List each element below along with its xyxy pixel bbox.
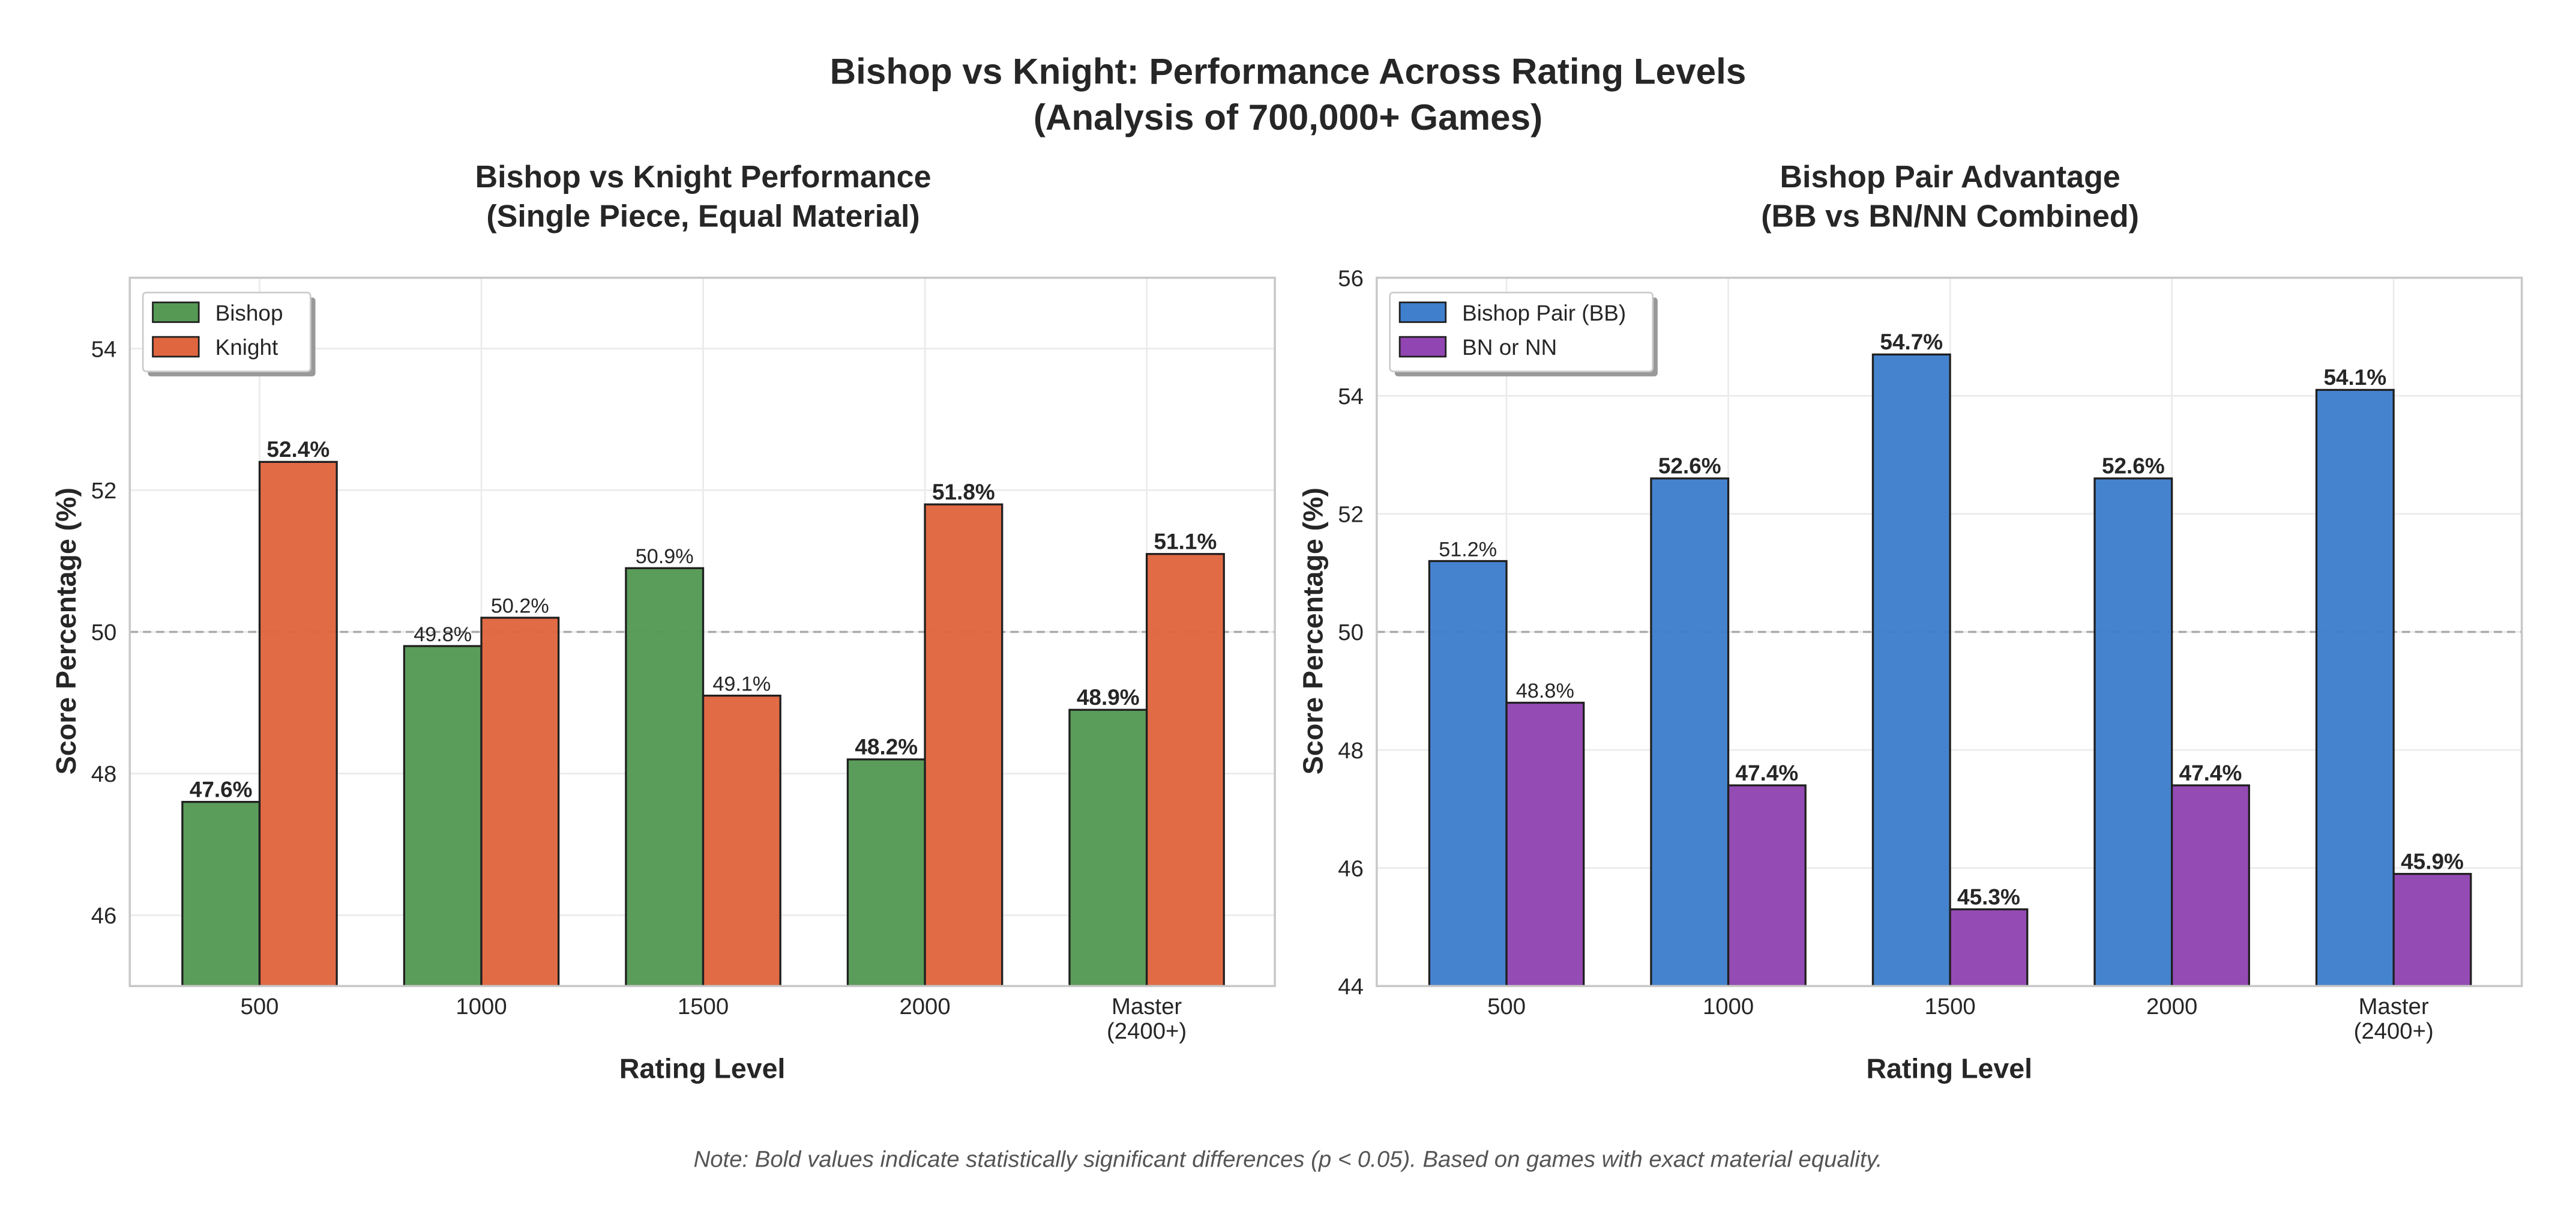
data-label: 52.6% <box>1658 454 1721 479</box>
bar-bishop-0 <box>181 800 261 987</box>
data-label: 48.8% <box>1516 680 1574 702</box>
bar-bn-or-nn-2 <box>1949 908 2029 987</box>
x-axis-label: Rating Level <box>1866 1053 2032 1084</box>
data-label: 54.7% <box>1880 330 1943 354</box>
data-label: 52.4% <box>266 437 330 462</box>
bar-bishop-3 <box>846 758 926 987</box>
y-tick-label: 50 <box>91 620 117 645</box>
data-label: 51.8% <box>932 480 995 504</box>
data-label: 51.2% <box>1439 538 1497 561</box>
y-tick-label: 46 <box>1338 856 1364 881</box>
right-chart-panel: Bishop Pair Advantage (BB vs BN/NN Combin… <box>1297 160 2523 1084</box>
x-tick-label: 1500 <box>678 994 729 1019</box>
legend-label: Bishop <box>215 301 283 325</box>
bar-knight-3 <box>924 503 1004 987</box>
x-tick-label: 2000 <box>899 994 950 1019</box>
footnote: Note: Bold values indicate statistically… <box>694 1146 1883 1172</box>
data-label: 48.2% <box>855 735 918 759</box>
bar-knight-0 <box>258 461 338 987</box>
data-label: 54.1% <box>2323 365 2386 390</box>
legend-swatch <box>152 301 200 323</box>
y-tick-label: 52 <box>91 478 117 504</box>
x-tick-label: 500 <box>1487 994 1526 1019</box>
chart-title-line-2: (BB vs BN/NN Combined) <box>1761 199 2139 234</box>
bar-knight-4 <box>1145 553 1225 987</box>
bar-bishop-pair-bb--3 <box>2093 477 2173 987</box>
data-label: 45.9% <box>2401 849 2464 874</box>
bar-bishop-pair-bb--1 <box>1650 477 1730 987</box>
chart-title-line-2: (Single Piece, Equal Material) <box>486 199 919 234</box>
data-label: 45.3% <box>1957 884 2020 909</box>
x-tick-label: Master <box>2359 994 2429 1019</box>
y-axis-label: Score Percentage (%) <box>1297 488 1328 775</box>
y-tick-label: 56 <box>1338 265 1364 291</box>
x-tick-label: 500 <box>241 994 279 1019</box>
y-tick-label: 54 <box>91 336 117 362</box>
chart-title-line-1: Bishop Pair Advantage <box>1780 160 2120 195</box>
data-label: 47.4% <box>1736 761 1799 785</box>
suptitle-line-2: (Analysis of 700,000+ Games) <box>1034 97 1542 137</box>
legend-box <box>1389 291 1654 372</box>
bar-knight-2 <box>702 695 781 987</box>
y-tick-label: 54 <box>1338 384 1364 409</box>
x-tick-label: 1000 <box>456 994 507 1019</box>
legend-swatch <box>152 336 200 358</box>
x-axis-label: Rating Level <box>619 1053 786 1084</box>
x-tick-label: 1000 <box>1703 994 1754 1019</box>
suptitle-line-1: Bishop vs Knight: Performance Across Rat… <box>830 51 1747 92</box>
data-label: 50.9% <box>636 545 694 568</box>
legend-label: Bishop Pair (BB) <box>1462 301 1626 325</box>
bar-bishop-1 <box>403 645 483 987</box>
x-tick-label: (2400+) <box>2354 1018 2434 1044</box>
bar-bishop-4 <box>1068 708 1148 987</box>
legend: Bishop Pair (BB) BN or NN <box>1389 291 1654 372</box>
chart-title-line-1: Bishop vs Knight Performance <box>475 160 931 195</box>
bar-knight-1 <box>480 617 560 987</box>
x-tick-label: 2000 <box>2146 994 2197 1019</box>
bar-bn-or-nn-1 <box>1727 784 1807 987</box>
x-tick-label: 1500 <box>1924 994 1975 1019</box>
legend: Bishop Knight <box>142 291 311 372</box>
legend-swatch <box>1398 301 1447 323</box>
data-label: 49.1% <box>712 672 771 695</box>
bar-bn-or-nn-3 <box>2170 784 2250 987</box>
bar-bishop-pair-bb--0 <box>1428 560 1508 987</box>
y-axis-label: Score Percentage (%) <box>50 488 82 775</box>
data-label: 47.4% <box>2179 761 2242 785</box>
data-label: 52.6% <box>2102 454 2165 479</box>
x-tick-label: (2400+) <box>1107 1018 1187 1044</box>
left-chart-panel: Bishop vs Knight Performance (Single Piec… <box>50 160 1276 1084</box>
axes-frame <box>1376 276 2523 988</box>
bar-bishop-pair-bb--2 <box>1871 353 1951 987</box>
y-tick-label: 52 <box>1338 502 1364 528</box>
x-tick-label: Master <box>1112 994 1182 1019</box>
bar-bishop-2 <box>625 567 705 987</box>
bar-bn-or-nn-4 <box>2392 872 2472 987</box>
data-label: 51.1% <box>1154 529 1217 554</box>
y-tick-label: 50 <box>1338 620 1364 645</box>
y-tick-label: 48 <box>91 761 117 787</box>
bar-bn-or-nn-0 <box>1505 701 1585 987</box>
data-label: 47.6% <box>190 777 253 802</box>
data-label: 50.2% <box>491 595 549 618</box>
bar-bishop-pair-bb--4 <box>2315 388 2395 987</box>
data-label: 49.8% <box>414 623 472 646</box>
y-tick-label: 48 <box>1338 738 1364 764</box>
legend-label: BN or NN <box>1462 335 1557 360</box>
y-tick-label: 44 <box>1338 974 1364 1000</box>
legend-swatch <box>1398 336 1447 358</box>
y-tick-label: 46 <box>91 903 117 929</box>
legend-label: Knight <box>215 335 278 360</box>
axes-frame <box>128 276 1276 988</box>
data-label: 48.9% <box>1077 685 1140 710</box>
